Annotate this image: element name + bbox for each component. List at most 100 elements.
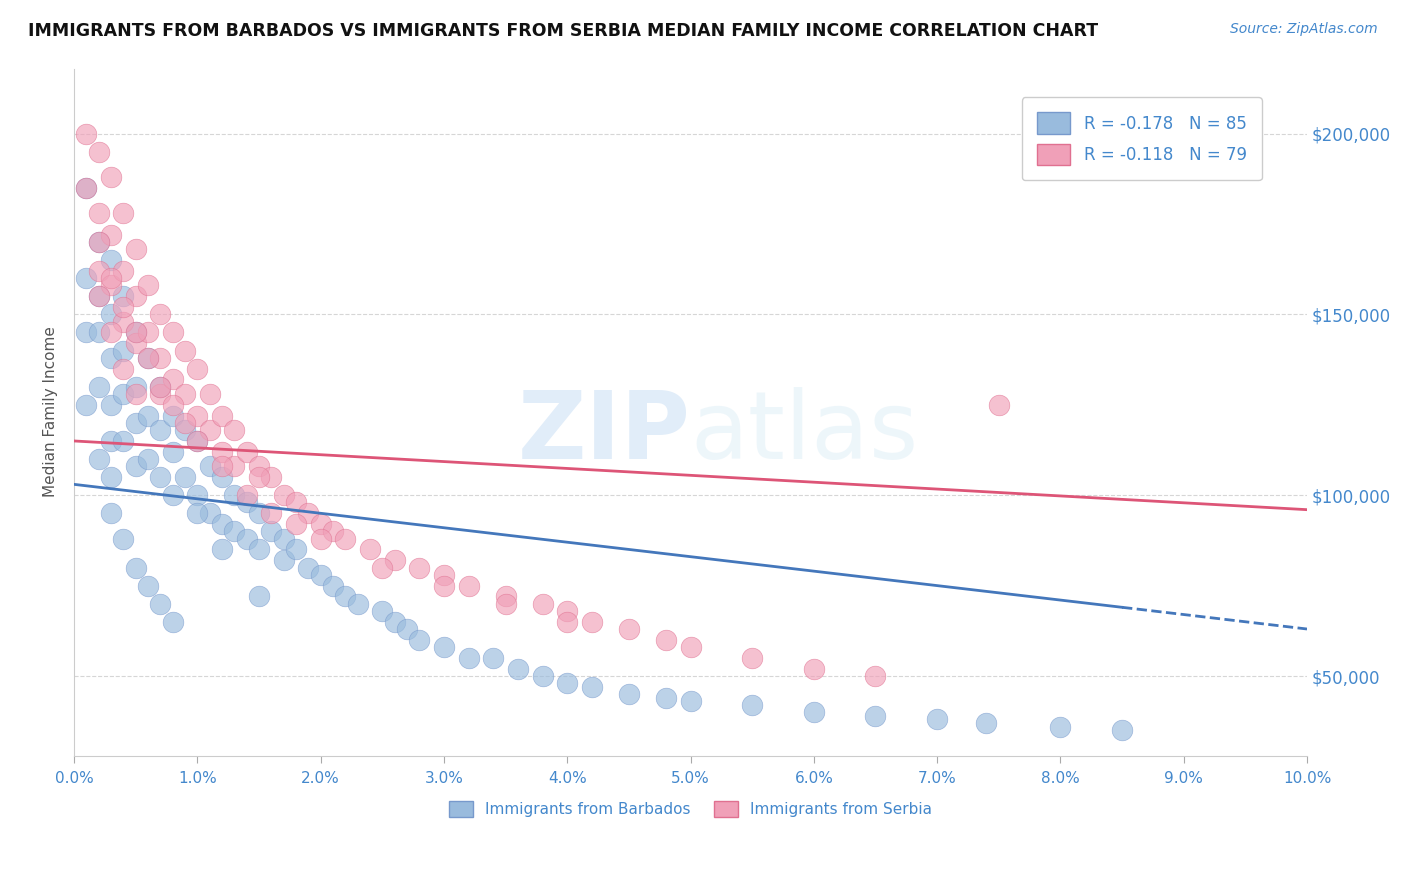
Point (112, 300, 135, 314)
Point (235, 532, 257, 546)
Point (186, 488, 208, 502)
Point (260, 506, 283, 520)
Point (100, 271, 122, 285)
Point (297, 560, 319, 574)
Point (322, 579, 344, 593)
Point (506, 662, 529, 676)
Point (112, 206, 135, 220)
Point (457, 651, 479, 665)
Point (125, 416, 148, 430)
Point (100, 253, 122, 268)
Point (371, 604, 394, 618)
Text: ZIP: ZIP (517, 386, 690, 479)
Point (100, 307, 122, 321)
Point (224, 459, 246, 474)
Point (100, 227, 122, 242)
Point (581, 615, 603, 629)
Point (149, 380, 172, 394)
Point (125, 459, 148, 474)
Point (75, 271, 97, 285)
Point (211, 459, 233, 474)
Point (655, 690, 678, 705)
Point (136, 351, 159, 365)
Point (186, 506, 208, 520)
Point (87, 145, 110, 159)
Point (211, 542, 233, 557)
Point (679, 640, 702, 654)
Point (865, 708, 887, 723)
Point (224, 524, 246, 539)
Point (581, 680, 603, 694)
Point (803, 705, 825, 719)
Point (149, 351, 172, 365)
Point (346, 597, 368, 611)
Point (247, 506, 270, 520)
Point (87, 235, 110, 249)
Point (433, 567, 456, 582)
Point (655, 632, 678, 647)
Point (186, 361, 208, 376)
Point (1049, 720, 1071, 734)
Text: atlas: atlas (690, 386, 918, 479)
Point (174, 343, 197, 358)
Point (100, 278, 122, 293)
Point (75, 127, 97, 141)
Point (617, 687, 640, 701)
Point (136, 351, 159, 365)
Point (309, 517, 332, 532)
Point (235, 495, 257, 509)
Point (87, 380, 110, 394)
Point (136, 409, 159, 423)
Point (198, 423, 221, 437)
Point (482, 651, 505, 665)
Point (149, 387, 172, 401)
Point (433, 579, 456, 593)
Point (531, 597, 554, 611)
Point (87, 289, 110, 303)
Point (136, 278, 159, 293)
Point (162, 409, 184, 423)
Point (87, 235, 110, 249)
Point (260, 524, 283, 539)
Point (75, 326, 97, 340)
Point (247, 459, 270, 474)
Point (149, 380, 172, 394)
Point (75, 398, 97, 412)
Point (273, 532, 295, 546)
Point (555, 676, 578, 690)
Point (100, 470, 122, 484)
Point (235, 488, 257, 502)
Point (174, 416, 197, 430)
Point (297, 506, 319, 520)
Point (149, 307, 172, 321)
Point (198, 506, 221, 520)
Point (322, 524, 344, 539)
Point (112, 532, 135, 546)
Point (112, 361, 135, 376)
Point (495, 590, 517, 604)
Point (408, 560, 430, 574)
Point (87, 326, 110, 340)
Point (260, 470, 283, 484)
Point (679, 694, 702, 708)
Point (100, 326, 122, 340)
Point (395, 622, 418, 636)
Point (555, 604, 578, 618)
Point (125, 326, 148, 340)
Point (125, 387, 148, 401)
Point (285, 517, 308, 532)
Point (335, 532, 357, 546)
Point (186, 434, 208, 448)
Point (235, 445, 257, 459)
Point (186, 409, 208, 423)
Point (741, 651, 763, 665)
Point (186, 434, 208, 448)
Point (112, 387, 135, 401)
Point (136, 452, 159, 467)
Point (359, 542, 381, 557)
Point (162, 488, 184, 502)
Point (384, 615, 406, 629)
Point (174, 387, 197, 401)
Point (273, 553, 295, 567)
Point (273, 488, 295, 502)
